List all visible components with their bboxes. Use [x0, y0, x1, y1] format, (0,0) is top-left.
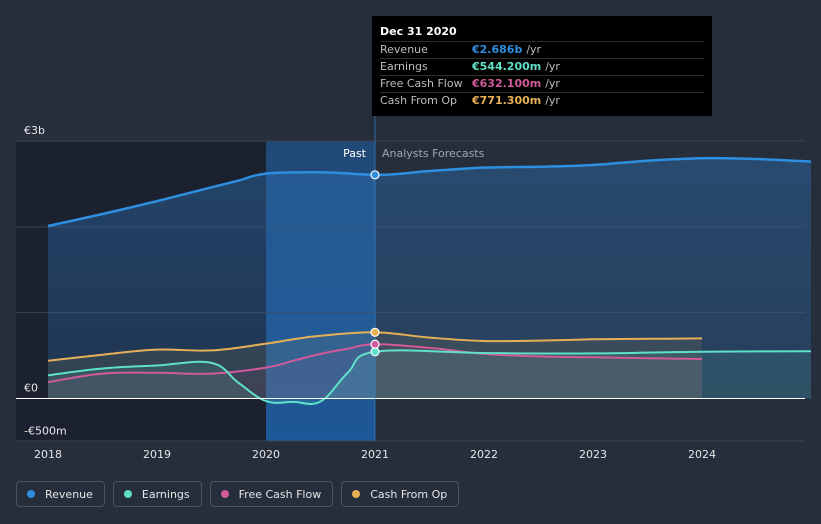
y-tick-label: -€500m — [24, 424, 67, 437]
past-label: Past — [343, 147, 367, 160]
series-lines — [47, 156, 812, 405]
legend-item-free-cash-flow[interactable]: Free Cash Flow — [209, 481, 334, 507]
y-axis-labels: €3b €0 -€500m — [24, 124, 67, 437]
earnings-area — [48, 350, 811, 404]
legend-dot-icon — [123, 490, 132, 498]
tooltip-label: Earnings — [380, 60, 428, 73]
x-tick-label: 2023 — [579, 448, 607, 461]
forecast-label: Analysts Forecasts — [382, 147, 485, 160]
legend-label: Cash From Op — [370, 487, 448, 501]
x-tick-label: 2021 — [361, 448, 389, 461]
earnings-marker — [370, 347, 380, 357]
revenue-line — [47, 156, 812, 228]
legend-item-cash-from-op[interactable]: Cash From Op — [341, 481, 460, 507]
legend-dot-icon — [27, 490, 35, 498]
revenue-marker — [370, 170, 380, 180]
x-tick-label: 2020 — [252, 448, 280, 461]
tooltip-unit: /yr — [545, 77, 560, 90]
legend-dot-icon — [220, 490, 229, 498]
legend-item-revenue[interactable]: Revenue — [16, 481, 105, 507]
x-tick-label: 2018 — [34, 448, 62, 461]
legend-label: Revenue — [45, 487, 93, 501]
tooltip-value: €544.200m — [472, 60, 542, 73]
tooltip-date: Dec 31 2020 — [380, 25, 457, 38]
cash-from-op-marker — [370, 327, 380, 337]
x-axis-labels: 2018 2019 2020 2021 2022 2023 2024 — [34, 448, 716, 461]
legend-item-earnings[interactable]: Earnings — [112, 481, 202, 507]
y-tick-label: €3b — [24, 124, 45, 137]
x-tick-label: 2024 — [688, 448, 716, 461]
tooltip-label: Cash From Op — [380, 94, 458, 107]
tooltip-value: €2.686b — [472, 43, 523, 56]
tooltip-markers — [370, 170, 380, 357]
tooltip-row-earnings: Earnings €544.200m /yr — [380, 58, 704, 75]
tooltip-row-free-cash-flow: Free Cash Flow €632.100m /yr — [380, 75, 704, 92]
x-tick-label: 2022 — [470, 448, 498, 461]
tooltip-unit: /yr — [545, 94, 560, 107]
y-tick-label: €0 — [24, 382, 38, 395]
x-tick-label: 2019 — [143, 448, 171, 461]
free-cash-flow-line — [47, 343, 703, 384]
tooltip-value: €771.300m — [472, 94, 542, 107]
tooltip-label: Revenue — [380, 43, 428, 56]
tooltip-unit: /yr — [526, 43, 542, 56]
tooltip-unit: /yr — [545, 60, 560, 73]
data-tooltip: Dec 31 2020 Revenue €2.686b /yr Earnings… — [372, 16, 712, 116]
legend-dot-icon — [352, 490, 361, 498]
tooltip-value: €632.100m — [472, 77, 542, 90]
chart-legend: Revenue Earnings Free Cash Flow Cash Fro… — [16, 481, 460, 507]
legend-label: Free Cash Flow — [238, 487, 322, 501]
free-cash-flow-marker — [370, 339, 380, 349]
earnings-line — [47, 349, 812, 405]
legend-label: Earnings — [141, 487, 190, 501]
cash-from-op-line — [47, 331, 703, 362]
tooltip-label: Free Cash Flow — [380, 77, 463, 90]
tooltip-row-revenue: Revenue €2.686b /yr — [380, 41, 704, 58]
tooltip-row-cash-from-op: Cash From Op €771.300m /yr — [380, 92, 704, 109]
